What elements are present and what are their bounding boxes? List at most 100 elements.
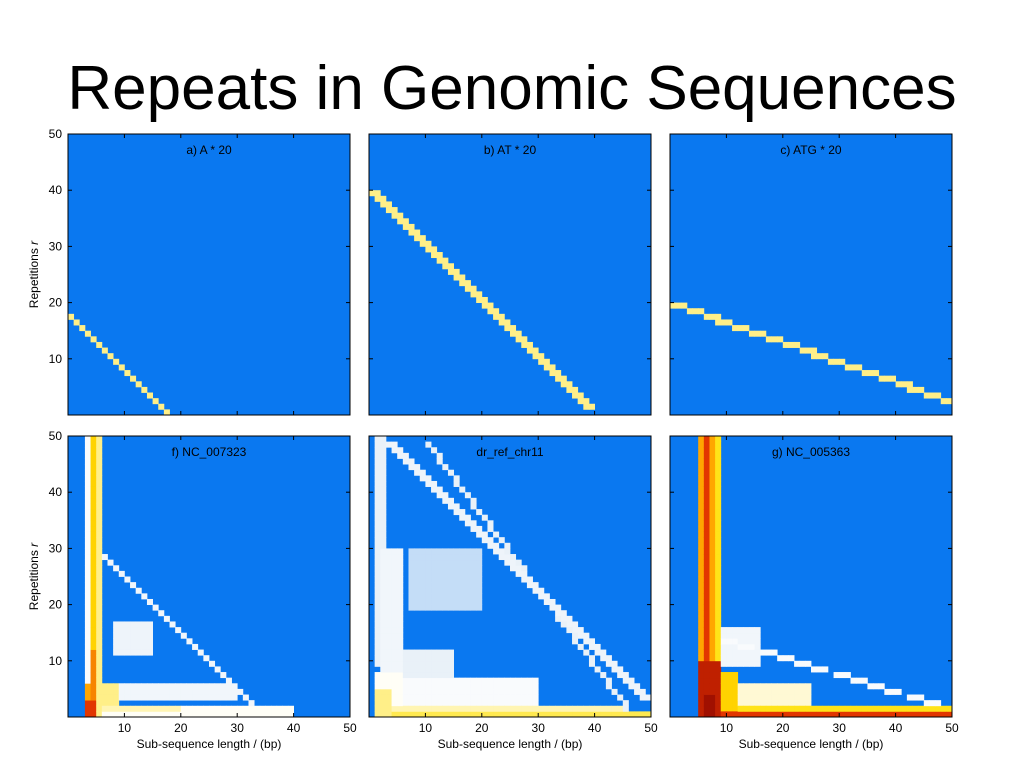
heatmap-cell — [414, 683, 421, 690]
heatmap-cell — [442, 700, 449, 707]
heatmap-cell — [113, 627, 120, 634]
heatmap-cell — [96, 598, 103, 605]
heatmap-cell — [436, 660, 443, 667]
heatmap-cell — [459, 570, 466, 577]
heatmap-cell — [777, 711, 784, 718]
heatmap-cell — [918, 386, 925, 393]
heatmap-cell — [209, 694, 216, 701]
heatmap-cell — [374, 559, 381, 566]
heatmap-cell — [476, 587, 483, 594]
heatmap-cell — [101, 694, 108, 701]
heatmap-cell — [487, 537, 494, 544]
heatmap-cell — [374, 688, 381, 695]
heatmap-cell — [96, 542, 103, 549]
heatmap-cell — [419, 240, 426, 247]
heatmap-cell — [634, 683, 641, 690]
heatmap-cell — [380, 486, 387, 493]
heatmap-cell — [436, 565, 443, 572]
heatmap-cell — [833, 711, 840, 718]
heatmap-cell — [397, 711, 404, 718]
heatmap-cell — [402, 694, 409, 701]
heatmap-cell — [805, 688, 812, 695]
y-axis-label: Repetitions r — [27, 240, 41, 308]
heatmap-cell — [765, 688, 772, 695]
heatmap-cell — [726, 683, 733, 690]
heatmap-cell — [374, 514, 381, 521]
heatmap-cell — [414, 711, 421, 718]
heatmap-cell — [84, 643, 91, 650]
heatmap-cell — [431, 672, 438, 679]
heatmap-cell — [715, 559, 722, 566]
heatmap-cell — [397, 615, 404, 622]
heatmap-cell — [464, 554, 471, 561]
heatmap-cell — [703, 610, 710, 617]
heatmap-cell — [414, 666, 421, 673]
heatmap-cell — [197, 711, 204, 718]
heatmap-cell — [732, 632, 739, 639]
heatmap-cell — [645, 694, 652, 701]
heatmap-cell — [90, 525, 97, 532]
heatmap-cell — [715, 475, 722, 482]
heatmap-cell — [180, 632, 187, 639]
heatmap-cell — [419, 587, 426, 594]
heatmap-cell — [90, 672, 97, 679]
heatmap-cell — [754, 627, 761, 634]
heatmap-cell — [709, 514, 716, 521]
heatmap-cell — [588, 705, 595, 712]
heatmap-cell — [617, 711, 624, 718]
heatmap-cell — [385, 576, 392, 583]
heatmap-cell — [935, 392, 942, 399]
heatmap-cell — [425, 587, 432, 594]
heatmap-cell — [197, 694, 204, 701]
heatmap-cell — [720, 672, 727, 679]
heatmap-cell — [380, 554, 387, 561]
heatmap-cell — [464, 700, 471, 707]
heatmap-cell — [498, 683, 505, 690]
heatmap-cell — [878, 683, 885, 690]
heatmap-cell — [397, 604, 404, 611]
heatmap-cell — [549, 711, 556, 718]
heatmap-cell — [743, 632, 750, 639]
heatmap-cell — [380, 520, 387, 527]
heatmap-cell — [732, 711, 739, 718]
heatmap-cell — [90, 436, 97, 443]
heatmap-cell — [425, 475, 432, 482]
heatmap-cell — [515, 677, 522, 684]
heatmap-cell — [703, 452, 710, 459]
heatmap-cell — [391, 705, 398, 712]
heatmap-cell — [698, 677, 705, 684]
heatmap-cell — [715, 531, 722, 538]
heatmap-cell — [220, 683, 227, 690]
heatmap-cell — [732, 677, 739, 684]
heatmap-cell — [209, 705, 216, 712]
heatmap-cell — [397, 638, 404, 645]
heatmap-cell — [209, 688, 216, 695]
heatmap-cell — [760, 694, 767, 701]
heatmap-cell — [481, 514, 488, 521]
heatmap-cell — [169, 683, 176, 690]
heatmap-cell — [715, 509, 722, 516]
heatmap-cell — [391, 576, 398, 583]
heatmap-cell — [583, 649, 590, 656]
heatmap-cell — [237, 688, 244, 695]
heatmap-cell — [118, 694, 125, 701]
heatmap-cell — [380, 509, 387, 516]
heatmap-cell — [504, 683, 511, 690]
heatmap-cell — [459, 280, 466, 287]
heatmap-cell — [84, 492, 91, 499]
heatmap-cell — [929, 392, 936, 399]
heatmap-cell — [760, 700, 767, 707]
heatmap-cell — [453, 480, 460, 487]
heatmap-cell — [703, 604, 710, 611]
heatmap-cell — [118, 683, 125, 690]
heatmap-cell — [611, 660, 618, 667]
heatmap-cell — [436, 593, 443, 600]
heatmap-cell — [594, 666, 601, 673]
heatmap-cell — [374, 615, 381, 622]
heatmap-cell — [431, 677, 438, 684]
heatmap-cell — [805, 711, 812, 718]
heatmap-cell — [464, 548, 471, 555]
heatmap-cell — [588, 655, 595, 662]
heatmap-cell — [453, 565, 460, 572]
heatmap-cell — [96, 627, 103, 634]
